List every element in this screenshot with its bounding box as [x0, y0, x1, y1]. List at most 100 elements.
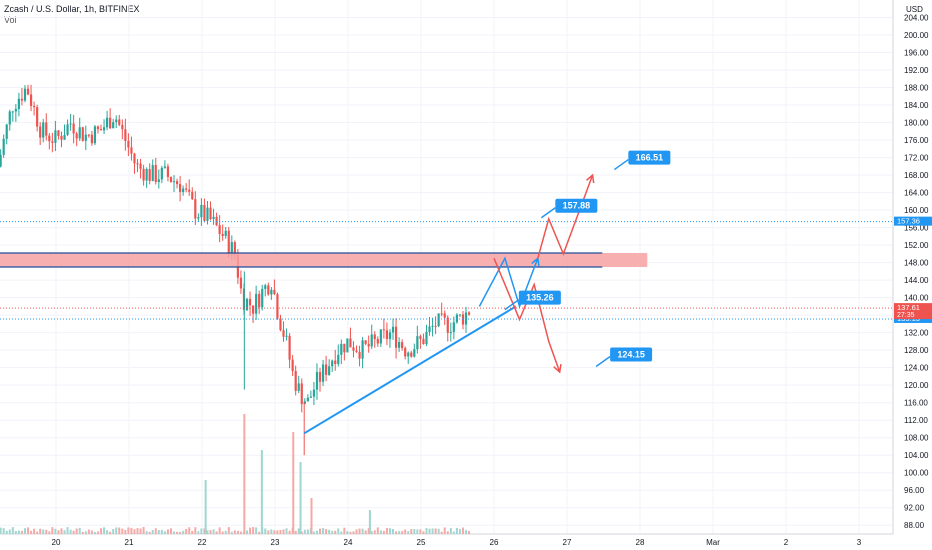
candle-body — [163, 166, 166, 168]
callout-box — [555, 198, 598, 213]
volume-bar — [130, 527, 133, 534]
volume-bar — [215, 531, 218, 534]
candle-body — [96, 126, 100, 130]
candle-body — [291, 359, 294, 371]
callout-label: 135.26 — [526, 293, 554, 303]
candle-body — [398, 342, 401, 348]
volume-bar — [361, 528, 364, 534]
volume-bar — [27, 527, 30, 534]
volume-bar — [258, 531, 261, 534]
candle-body — [102, 127, 106, 131]
candle-body — [5, 124, 8, 139]
candle-body — [215, 216, 218, 226]
volume-bar — [346, 531, 349, 534]
volume-bar — [72, 530, 75, 534]
callout-label: 166.51 — [636, 153, 664, 163]
price-tick-label: 108.00 — [904, 434, 929, 443]
time-tick-label: 20 — [52, 538, 61, 547]
projection-path — [493, 257, 561, 373]
candle-body — [434, 325, 437, 327]
price-tick-label: 156.00 — [904, 224, 929, 233]
volume-bar — [437, 528, 440, 534]
candle-body — [349, 338, 352, 348]
candle-body — [209, 207, 212, 220]
time-tick-label: 2 — [784, 538, 789, 547]
volume-bar — [303, 529, 306, 534]
candle-body — [130, 147, 133, 154]
candle-body — [446, 317, 449, 333]
price-tick-label: 192.00 — [904, 66, 929, 75]
trendline — [303, 305, 517, 435]
volume-bar — [431, 528, 434, 534]
projection-path — [537, 174, 594, 259]
volume-bar — [328, 529, 331, 534]
volume-bar — [169, 528, 172, 534]
candle-body — [93, 126, 97, 144]
volume-bar-spike — [243, 414, 246, 534]
currency-label: USD — [906, 5, 923, 14]
volume-bar — [157, 530, 160, 534]
callout-pointer — [540, 207, 556, 219]
volume-bar — [465, 530, 468, 534]
candle-body — [346, 338, 349, 353]
volume-bar — [449, 527, 452, 534]
volume-bar — [279, 529, 282, 534]
volume-bar — [200, 528, 203, 534]
candle-body — [358, 351, 361, 359]
price-tick-label: 172.00 — [904, 154, 929, 163]
candle-body — [72, 123, 75, 134]
volume-bar — [203, 528, 206, 534]
candle-body — [172, 181, 176, 183]
callout-box — [628, 150, 671, 165]
volume-bar — [264, 528, 267, 534]
candle-body — [54, 130, 57, 143]
candle-body — [315, 372, 319, 390]
candle-body — [81, 127, 84, 141]
candle-body — [112, 122, 115, 129]
candle-body — [139, 163, 142, 169]
candle-body — [133, 153, 136, 164]
volume-bar — [20, 530, 23, 534]
volume-bar — [325, 529, 328, 534]
volume-bar — [30, 530, 33, 534]
volume-bar — [160, 529, 163, 534]
volume-bar — [84, 531, 87, 534]
volume-bar — [337, 528, 340, 534]
candle-body — [185, 188, 188, 190]
callout-label: 157.88 — [563, 201, 591, 211]
candle-body — [239, 277, 243, 289]
candle-body — [270, 289, 273, 295]
candle-body — [218, 225, 221, 234]
volume-bar — [331, 530, 334, 534]
volume-bar — [87, 529, 90, 534]
volume-bar — [443, 527, 446, 534]
candle-body — [136, 163, 139, 165]
candle-body — [154, 165, 157, 182]
candle-body — [294, 370, 297, 391]
level-axis-tag — [894, 303, 932, 320]
candle-body — [321, 364, 325, 382]
volume-bar-spike — [368, 510, 371, 534]
volume-bar-spike — [260, 450, 263, 534]
volume-bar — [148, 531, 151, 534]
volume-bar — [355, 529, 358, 534]
volume-bar — [136, 528, 139, 534]
candle-body — [276, 294, 279, 319]
volume-bar — [197, 531, 200, 534]
volume-bar — [382, 530, 385, 534]
candle-body — [87, 134, 90, 136]
time-tick-label: 27 — [563, 538, 572, 547]
candle-body — [151, 165, 154, 181]
candle-body — [90, 134, 93, 144]
volume-bar — [273, 530, 276, 534]
volume-bar — [145, 531, 148, 534]
candle-body — [188, 189, 191, 192]
projection-arrowhead — [553, 364, 562, 374]
candle-body — [106, 117, 109, 128]
candle-body — [306, 397, 309, 402]
volume-bar — [452, 531, 455, 534]
volume-bar — [407, 531, 410, 534]
volume-bar — [276, 530, 279, 534]
candle-body — [267, 285, 270, 295]
